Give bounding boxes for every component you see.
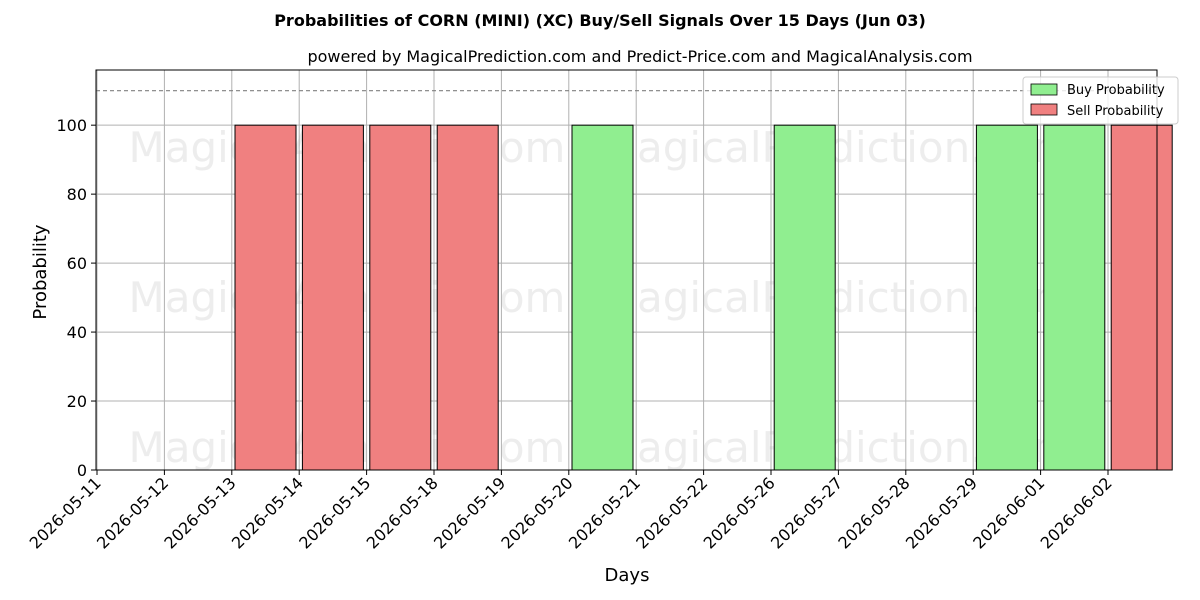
x-tick-label: 2026-05-29 <box>902 473 981 552</box>
bar-sell <box>1110 124 1173 471</box>
x-tick-label: 2026-05-22 <box>632 473 711 552</box>
x-axis-label: Days <box>605 565 650 586</box>
x-tick-label: 2026-05-20 <box>497 473 576 552</box>
x-tick-label: 2026-05-13 <box>160 473 239 552</box>
bar-buy <box>773 124 836 471</box>
bar-buy <box>1043 124 1106 471</box>
bar-sell <box>436 124 499 471</box>
y-axis-ticks: 0 20 40 60 80 100 <box>56 116 96 480</box>
x-tick-label: 2026-05-19 <box>430 473 509 552</box>
y-tick-label: 100 <box>56 116 87 135</box>
legend-swatch-sell <box>1030 103 1058 116</box>
bar-buy <box>975 124 1038 471</box>
x-tick-label: 2026-05-11 <box>26 473 105 552</box>
y-axis-label: Probability <box>30 224 51 319</box>
x-tick-label: 2026-05-18 <box>363 473 442 552</box>
y-tick-label: 60 <box>67 254 87 273</box>
x-axis-ticks: 2026-05-112026-05-122026-05-132026-05-14… <box>26 470 1116 553</box>
y-tick-label: 0 <box>77 461 87 480</box>
x-tick-label: 2026-05-28 <box>834 473 913 552</box>
legend-label-sell: Sell Probability <box>1067 104 1164 119</box>
chart-subtitle: powered by MagicalPrediction.com and Pre… <box>307 47 972 66</box>
x-tick-label: 2026-05-12 <box>93 473 172 552</box>
bar-sell <box>301 124 364 471</box>
legend-swatch-buy <box>1030 83 1058 96</box>
x-tick-label: 2026-05-27 <box>767 473 846 552</box>
legend-label-buy: Buy Probability <box>1067 83 1165 98</box>
legend: Buy Probability Sell Probability <box>1022 76 1179 125</box>
bar-sell <box>234 124 297 471</box>
bar-buy <box>571 124 634 471</box>
x-tick-label: 2026-05-15 <box>295 473 374 552</box>
x-tick-label: 2026-06-02 <box>1037 473 1116 552</box>
plot-frame <box>95 69 1158 471</box>
y-tick-label: 20 <box>67 392 87 411</box>
x-tick-label: 2026-05-21 <box>565 473 644 552</box>
bar-sell <box>369 124 432 471</box>
x-tick-label: 2026-05-26 <box>700 473 779 552</box>
legend-box <box>1022 76 1179 125</box>
chart-title: Probabilities of CORN (MINI) (XC) Buy/Se… <box>274 11 926 30</box>
y-tick-label: 40 <box>67 323 87 342</box>
y-tick-label: 80 <box>67 185 87 204</box>
x-tick-label: 2026-06-01 <box>969 473 1048 552</box>
x-tick-label: 2026-05-14 <box>228 473 307 552</box>
